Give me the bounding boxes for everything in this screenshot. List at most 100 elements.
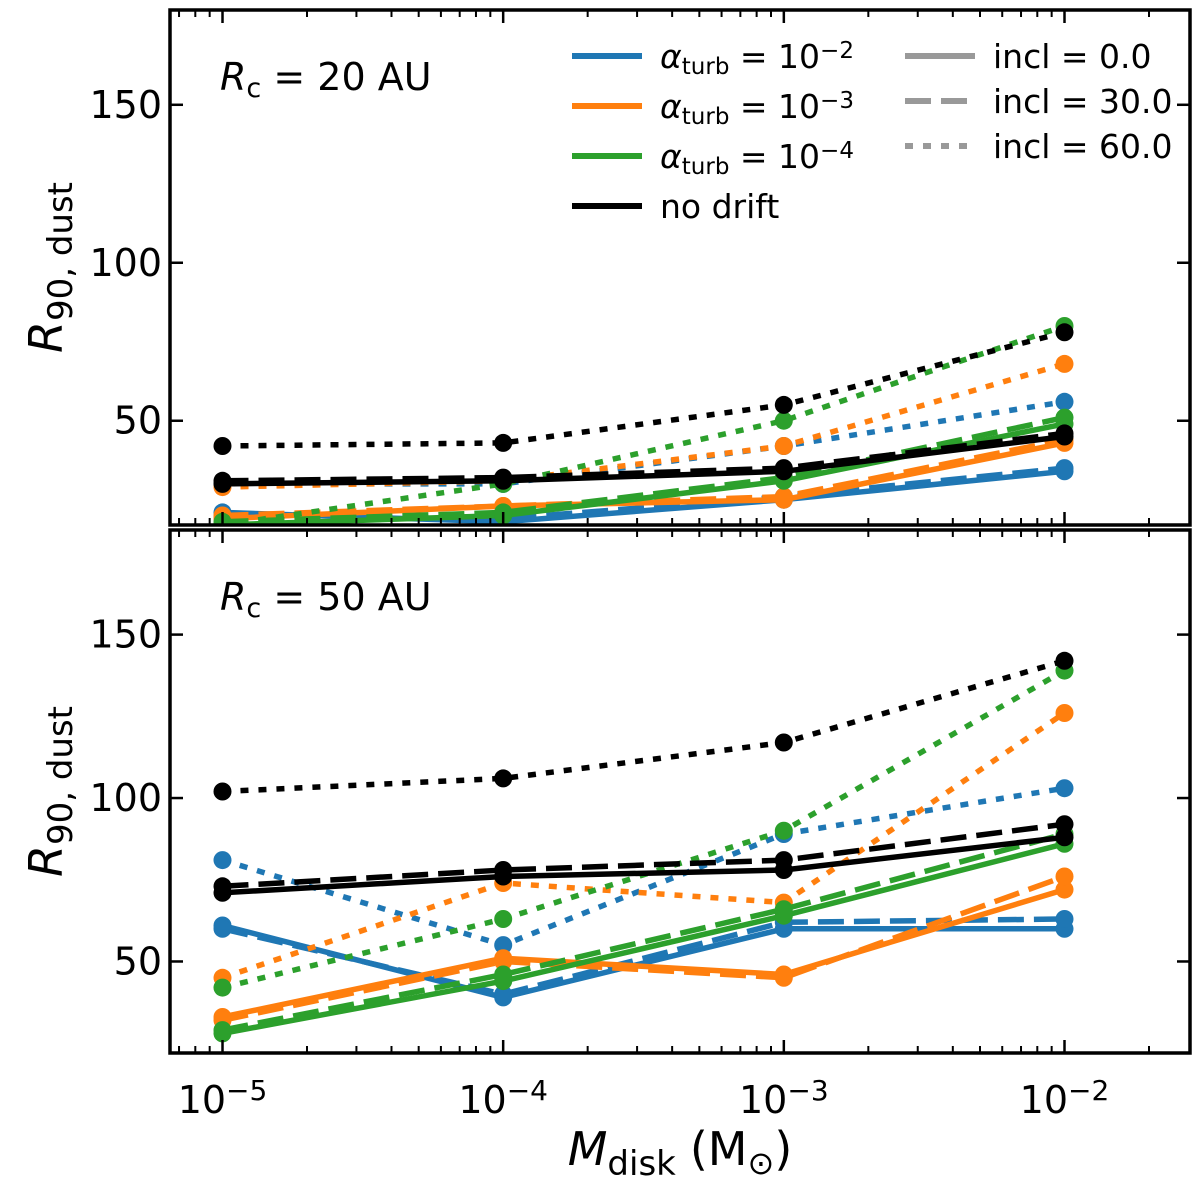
legend-label-sup: −3 <box>820 88 854 114</box>
data-point <box>494 952 513 971</box>
y-axis-label: R90, dust <box>19 706 81 877</box>
legend-label-eq: = 10 <box>729 137 820 176</box>
x-tick-label: 10−3 <box>739 1074 829 1122</box>
y-axis-label-sub: 90, dust <box>41 706 81 845</box>
data-point <box>1055 424 1074 443</box>
legend-style-label: incl = 0.0 <box>993 37 1152 76</box>
x-tick-base: 10 <box>178 1078 226 1122</box>
legend-label-sub: turb <box>682 104 730 130</box>
series-green-incl-60 <box>221 668 1066 991</box>
data-point <box>1055 408 1074 427</box>
series-black-incl-30 <box>222 821 1065 890</box>
series-orange-incl-30 <box>222 437 1066 519</box>
y-axis-label-main: R <box>19 321 73 353</box>
x-axis-label: Mdisk (M⊙) <box>568 1122 793 1177</box>
data-point <box>1055 323 1074 342</box>
data-point <box>1055 880 1074 899</box>
panel-frame <box>168 528 1192 1055</box>
data-point <box>213 437 232 455</box>
data-point <box>494 468 513 487</box>
data-point <box>213 877 232 896</box>
data-point <box>494 910 513 928</box>
data-point <box>774 411 793 430</box>
series-blue-incl-60 <box>221 785 1065 948</box>
data-point <box>1055 910 1074 928</box>
y-axis-label-main: R <box>19 845 73 877</box>
x-tick-base: 10 <box>739 1078 787 1122</box>
panel-label: Rc = 50 AU <box>220 575 432 624</box>
series-orange-incl-0 <box>221 886 1066 1020</box>
panel-data <box>213 317 1074 525</box>
x-tick-exp: −4 <box>507 1074 548 1107</box>
x-tick-label: 10−2 <box>1020 1074 1110 1122</box>
data-point <box>213 978 232 997</box>
legend-label-sub: turb <box>682 54 730 80</box>
y-axis-label: R90, dust <box>19 182 81 353</box>
series-orange-incl-60 <box>221 710 1067 981</box>
legend-label-main: α <box>660 37 682 76</box>
data-point <box>494 936 513 955</box>
legend-label-eq: = 10 <box>729 87 820 126</box>
legend-label: αturb = 10−2 <box>660 37 854 80</box>
x-tick-base: 10 <box>458 1078 506 1122</box>
panel-label: Rc = 20 AU <box>220 55 432 104</box>
data-point <box>1055 828 1074 847</box>
data-point <box>213 471 232 490</box>
panel-label-main: R <box>220 55 246 99</box>
data-point <box>774 437 793 455</box>
data-point <box>774 395 793 414</box>
y-tick-label: 100 <box>89 241 162 285</box>
series-black-incl-60 <box>222 658 1066 795</box>
data-point <box>213 782 232 801</box>
series-black-incl-0 <box>222 433 1065 487</box>
x-tick-base: 10 <box>1020 1078 1068 1122</box>
legend-label-sub: turb <box>682 154 730 180</box>
data-point <box>1055 651 1074 670</box>
data-point <box>774 968 793 987</box>
data-point <box>1055 392 1074 411</box>
data-point <box>494 965 513 984</box>
series-blue-incl-60 <box>222 399 1065 487</box>
data-point <box>1055 779 1074 798</box>
series-green-incl-30 <box>222 414 1066 525</box>
panel-label-rest: = 20 AU <box>261 55 431 99</box>
x-tick-exp: −5 <box>226 1074 267 1107</box>
series-black-incl-60 <box>222 329 1066 449</box>
y-tick-label: 150 <box>89 83 162 127</box>
panel-label-rest: = 50 AU <box>261 575 431 619</box>
data-point <box>774 733 793 752</box>
series-green-incl-60 <box>222 323 1066 525</box>
legend-label: no drift <box>660 187 779 226</box>
series-blue-incl-30 <box>221 916 1065 997</box>
legend-label-main: α <box>660 87 682 126</box>
data-point <box>213 1021 232 1040</box>
legend-style-label: incl = 30.0 <box>993 82 1173 121</box>
data-point <box>774 821 793 840</box>
data-point <box>494 861 513 879</box>
y-tick-label: 100 <box>89 776 162 820</box>
series-orange-incl-60 <box>222 361 1066 490</box>
data-point <box>1055 459 1074 478</box>
legend-label: αturb = 10−3 <box>660 87 854 130</box>
panel-frame <box>168 8 1192 527</box>
legend-label-main: no drift <box>660 187 779 226</box>
panel-data <box>213 651 1074 1043</box>
data-point <box>1055 867 1074 886</box>
data-point <box>213 851 232 870</box>
legend-label-sup: −4 <box>820 138 854 164</box>
data-point <box>1055 354 1074 373</box>
data-point <box>774 487 793 506</box>
legend-label: αturb = 10−4 <box>660 137 854 180</box>
series-blue-incl-30 <box>222 465 1065 522</box>
series-blue-incl-0 <box>222 468 1065 525</box>
x-tick-label: 10−5 <box>178 1074 268 1122</box>
series-black-incl-0 <box>222 834 1065 896</box>
data-point <box>774 900 793 919</box>
x-tick-exp: −2 <box>1068 1074 1109 1107</box>
legend-label-eq: = 10 <box>729 37 820 76</box>
